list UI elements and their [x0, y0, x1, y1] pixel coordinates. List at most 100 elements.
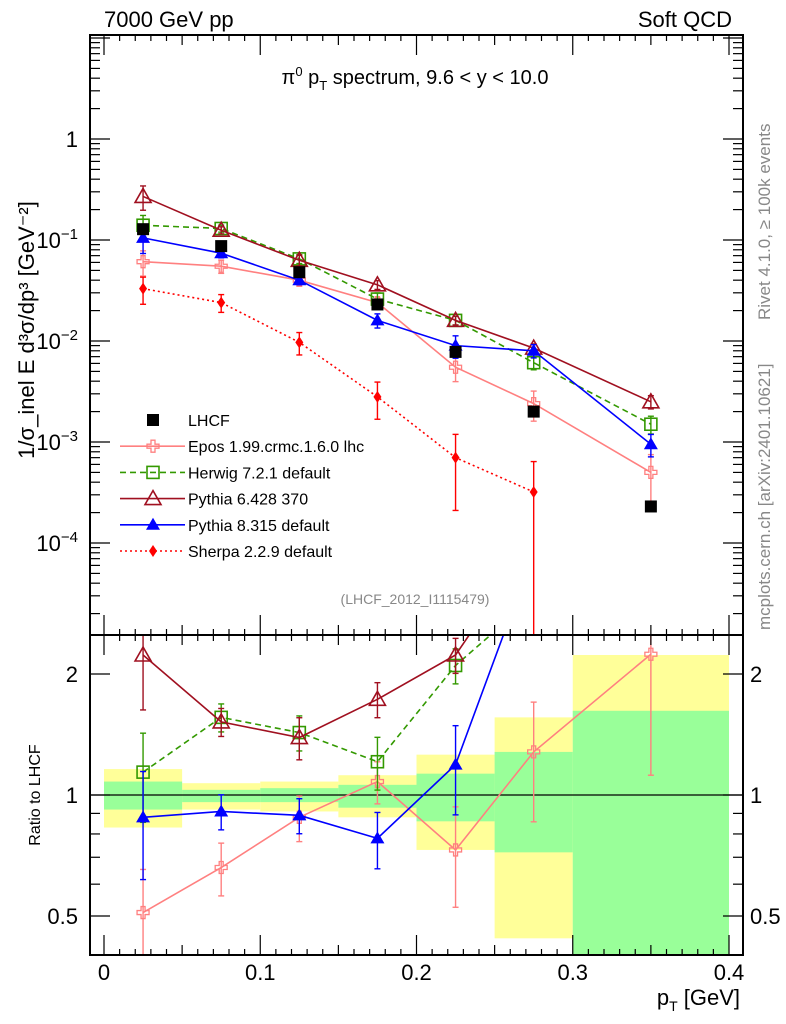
ratio-y-tick-label: 2	[66, 662, 78, 687]
y-tick-base: 1	[66, 127, 78, 152]
data-point	[644, 500, 657, 513]
ratio-point	[136, 905, 150, 920]
ratio-point	[370, 774, 385, 789]
ratio-point	[136, 810, 151, 823]
series-line	[142, 287, 535, 493]
data-point	[371, 298, 384, 311]
data-point	[139, 282, 148, 295]
y-tick-exponent: −2	[61, 327, 78, 344]
legend-item: Sherpa 2.2.9 default	[120, 544, 333, 561]
ratio-point	[211, 712, 231, 729]
y-tick-exponent: −4	[61, 529, 78, 546]
main-series	[133, 185, 661, 634]
header-energy: 7000 GeV pp	[104, 7, 234, 32]
legend-label: Sherpa 2.2.9 default	[188, 544, 333, 561]
ratio-series-pythia	[136, 542, 658, 881]
ratio-point	[133, 645, 153, 662]
x-tick-label: 0.2	[401, 960, 432, 985]
legend-marker	[143, 488, 163, 506]
legend-item: Pythia 6.428 370	[120, 488, 308, 509]
data-point	[292, 273, 307, 286]
x-tick-label: 0	[98, 960, 110, 985]
ratio-series-pythia	[133, 368, 659, 761]
ratio-point	[643, 368, 659, 382]
data-point	[136, 255, 150, 269]
ratio-point	[292, 808, 307, 821]
y-tick-exponent: −3	[61, 428, 78, 445]
axes: 110−110−210−310−42 21 10.5 0.50 0.1 0.2 0.3 0.4	[36, 34, 781, 985]
x-axis-label: pT [GeV]	[657, 985, 740, 1014]
mcplots-label: mcplots.cern.ch [arXiv:2401.10621]	[755, 364, 774, 630]
y-tick-label: 10−3	[36, 428, 78, 455]
data-point	[448, 360, 463, 374]
data-point	[529, 485, 538, 498]
data-point	[214, 246, 229, 259]
x-tick-label: 0.1	[245, 960, 276, 985]
legend-item: LHCF	[147, 413, 230, 430]
ratio-y-tick-label: 0.5	[47, 904, 78, 929]
data-point	[449, 345, 462, 358]
legend-label: Epos 1.99.crmc.1.6.0 lhc	[188, 439, 364, 456]
data-point	[293, 266, 306, 279]
header-category: Soft QCD	[638, 7, 732, 32]
data-point	[527, 405, 540, 418]
ratio-y-tick-label: 1	[750, 783, 762, 808]
ratio-y-axis-label: Ratio to LHCF	[27, 744, 44, 846]
legend-label: Herwig 7.2.1 default	[188, 465, 331, 482]
ratio-point	[448, 757, 463, 770]
ratio-y-tick-label: 2	[750, 662, 762, 687]
data-point	[217, 296, 226, 309]
series-herwig	[136, 214, 658, 435]
ratio-point	[448, 843, 463, 857]
data-point	[215, 240, 228, 253]
y-tick-label: 1	[66, 127, 78, 152]
ratio-point	[644, 542, 658, 554]
ratio-point	[446, 645, 465, 662]
y-tick-base: 10	[36, 329, 60, 354]
rivet-label: Rivet 4.1.0, ≥ 100k events	[755, 124, 774, 320]
data-point	[641, 392, 661, 409]
data-point	[526, 343, 541, 356]
y-tick-base: 10	[36, 430, 60, 455]
ratio-point	[289, 727, 309, 745]
analysis-id: (LHCF_2012_I1115479)	[341, 591, 490, 607]
legend-marker	[146, 517, 160, 530]
ratio-point	[370, 754, 385, 769]
data-point	[137, 223, 150, 236]
data-point	[644, 417, 658, 432]
data-point	[295, 336, 304, 349]
ratio-y-tick-label: 1	[66, 783, 78, 808]
data-point	[643, 437, 658, 450]
ratio-point	[370, 831, 385, 844]
x-tick-label: 0.3	[557, 960, 588, 985]
y-tick-exponent: −1	[61, 226, 78, 243]
legend-marker	[146, 439, 160, 453]
data-point	[373, 390, 382, 403]
legend-item: Epos 1.99.crmc.1.6.0 lhc	[120, 439, 364, 456]
legend: LHCF Epos 1.99.crmc.1.6.0 lhc Herwig 7.2.1…	[120, 413, 364, 561]
ratio-point	[214, 804, 229, 817]
x-tick-label: 0.4	[714, 960, 745, 985]
y-tick-base: 10	[36, 228, 60, 253]
data-point	[133, 186, 153, 204]
data-point	[214, 259, 228, 273]
series-sherpa	[139, 276, 538, 634]
plot-title: π0 pT spectrum, 9.6 < y < 10.0	[282, 64, 549, 93]
y-tick-label: 10−2	[36, 327, 78, 354]
legend-label: Pythia 8.315 default	[188, 518, 330, 535]
y-tick-label: 10−1	[36, 226, 78, 253]
series-lhcf	[137, 223, 657, 513]
data-point	[446, 310, 465, 328]
legend-marker	[146, 465, 160, 480]
y-tick-base: 10	[36, 531, 60, 556]
legend-item: Pythia 8.315 default	[120, 517, 330, 535]
y-axis-label: 1/σ_inel E d³σ/dp³ [GeV⁻²]	[14, 201, 39, 459]
series-pythia	[136, 225, 658, 458]
ratio-series	[133, 368, 659, 954]
ratio-point	[368, 689, 387, 707]
data-point	[451, 451, 460, 464]
ratio-point	[527, 745, 541, 759]
data-point	[644, 465, 658, 480]
data-point	[368, 275, 387, 292]
